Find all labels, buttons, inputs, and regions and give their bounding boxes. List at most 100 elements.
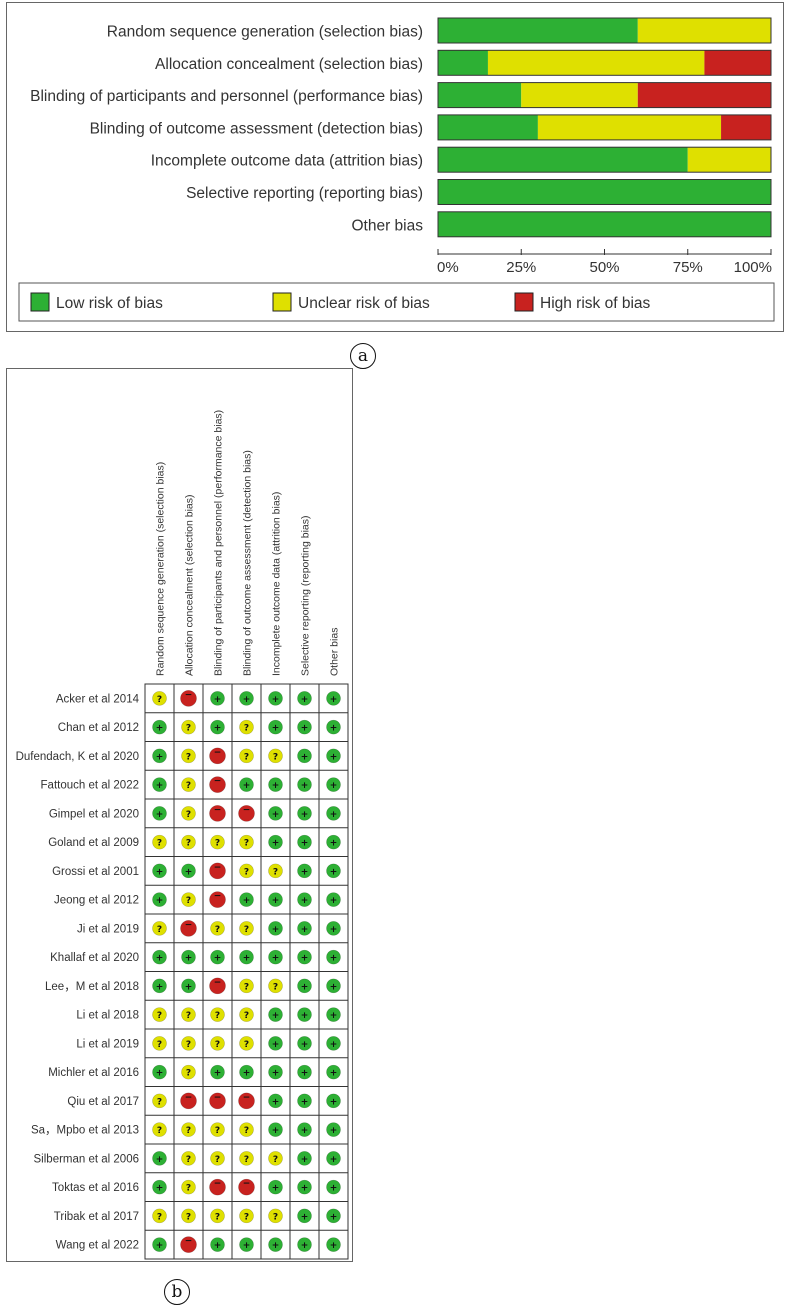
rating-low-icon: [268, 1007, 283, 1022]
rating-low-icon: [239, 949, 254, 965]
rating-symbol: +: [301, 724, 309, 734]
rating-low-icon: [297, 1064, 312, 1080]
bar-segment-low: [438, 179, 771, 205]
rating-symbol: +: [330, 695, 338, 705]
rating-symbol: −: [214, 748, 222, 758]
category-label: Selective reporting (reporting bias): [186, 185, 423, 202]
column-header: Incomplete outcome data (attrition bias): [271, 492, 283, 676]
study-label: Acker et al 2014: [56, 693, 140, 705]
rating-symbol: +: [330, 1069, 338, 1079]
rating-symbol: +: [330, 1241, 338, 1251]
rating-low-icon: [297, 748, 312, 764]
rating-symbol: +: [301, 781, 309, 791]
rating-low-icon: [297, 892, 312, 907]
rating-symbol: +: [301, 695, 309, 705]
bar-segment-low: [438, 82, 522, 108]
rating-symbol: ?: [215, 1126, 220, 1136]
rating-low-icon: [297, 1179, 312, 1195]
study-label: Goland et al 2009: [48, 837, 139, 849]
rating-symbol: +: [272, 1069, 280, 1079]
rating-high-icon: [238, 1178, 255, 1196]
rating-symbol: +: [301, 1069, 309, 1079]
rating-high-icon: [209, 977, 226, 995]
rating-low-icon: [297, 1007, 312, 1022]
rating-unclear-icon: [210, 1007, 225, 1022]
rating-symbol: ?: [244, 982, 249, 992]
rating-low-icon: [326, 719, 341, 735]
rating-symbol: +: [272, 925, 280, 935]
category-label: Blinding of participants and personnel (…: [30, 88, 423, 105]
rating-unclear-icon: [181, 748, 196, 764]
rating-unclear-icon: [181, 1208, 196, 1224]
rating-unclear-icon: [181, 892, 196, 907]
rating-symbol: +: [330, 839, 338, 849]
legend-swatch-high: [514, 292, 534, 312]
rating-symbol: ?: [157, 1212, 162, 1222]
rating-symbol: ?: [157, 1040, 162, 1050]
bar-outline: [437, 114, 772, 141]
rating-symbol: +: [330, 810, 338, 820]
bar-segment-high: [721, 114, 771, 140]
study-label: Toktas et al 2016: [52, 1182, 139, 1194]
rating-unclear-icon: [239, 863, 254, 879]
rating-symbol: +: [156, 867, 164, 877]
rating-unclear-icon: [239, 834, 254, 850]
rating-symbol: +: [272, 1040, 280, 1050]
rating-symbol: +: [185, 954, 193, 964]
rating-symbol: ?: [244, 925, 249, 935]
rating-low-icon: [326, 978, 341, 994]
rating-symbol: +: [301, 1241, 309, 1251]
rating-symbol: +: [301, 896, 309, 906]
panel-label-a: a: [350, 343, 376, 369]
rating-symbol: +: [330, 724, 338, 734]
rating-symbol: +: [301, 1184, 309, 1194]
rating-unclear-icon: [181, 1151, 196, 1166]
rating-low-icon: [326, 1179, 341, 1195]
rating-symbol: −: [214, 978, 222, 988]
column-header: Selective reporting (reporting bias): [300, 516, 312, 677]
rating-symbol: ?: [186, 1184, 191, 1194]
rating-low-icon: [326, 1151, 341, 1166]
study-label: Tribak et al 2017: [54, 1211, 139, 1223]
rating-low-icon: [152, 1151, 167, 1166]
rating-low-icon: [297, 1237, 312, 1252]
rating-low-icon: [297, 719, 312, 735]
rating-symbol: ?: [244, 752, 249, 762]
rating-symbol: +: [301, 954, 309, 964]
rating-symbol: +: [243, 1069, 251, 1079]
x-tick-label: 0%: [437, 259, 459, 276]
rating-unclear-icon: [181, 1122, 196, 1137]
column-header: Blinding of participants and personnel (…: [213, 410, 225, 676]
rating-symbol: −: [185, 1237, 193, 1247]
rating-unclear-icon: [152, 1122, 167, 1137]
category-label: Allocation concealment (selection bias): [155, 56, 423, 73]
bar-segment-high: [637, 82, 771, 108]
rating-low-icon: [152, 719, 167, 735]
rating-low-icon: [326, 1036, 341, 1051]
rating-symbol: −: [214, 863, 222, 873]
rating-high-icon: [209, 747, 226, 765]
legend-box: [18, 282, 775, 322]
rating-unclear-icon: [152, 921, 167, 936]
rating-unclear-icon: [181, 777, 196, 792]
rating-symbol: +: [272, 781, 280, 791]
rating-unclear-icon: [239, 1122, 254, 1137]
rating-symbol: +: [272, 1011, 280, 1021]
bar-segment-low: [438, 50, 488, 76]
rating-high-icon: [180, 920, 197, 937]
rating-symbol: ?: [244, 1212, 249, 1222]
rating-high-icon: [209, 776, 226, 793]
rating-symbol: +: [330, 781, 338, 791]
rating-unclear-icon: [239, 719, 254, 735]
rating-symbol: −: [214, 777, 222, 787]
rating-symbol: +: [214, 954, 222, 964]
study-label: Qiu et al 2017: [67, 1096, 139, 1108]
rating-unclear-icon: [152, 1007, 167, 1022]
rating-low-icon: [326, 1208, 341, 1224]
rating-low-icon: [297, 921, 312, 936]
rating-symbol: +: [156, 752, 164, 762]
study-label: Chan et al 2012: [58, 722, 139, 734]
rating-symbol: −: [185, 690, 193, 700]
rating-symbol: ?: [157, 1097, 162, 1107]
study-label: Khallaf et al 2020: [50, 952, 139, 964]
